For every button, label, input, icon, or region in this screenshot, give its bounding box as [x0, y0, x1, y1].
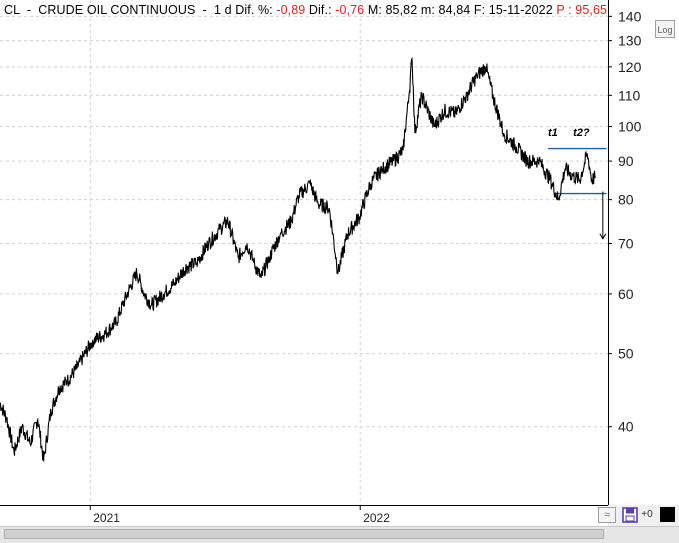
- annotation-label: t2?: [573, 127, 590, 139]
- min-label: m:: [420, 3, 435, 17]
- instrument-name: CRUDE OIL CONTINUOUS: [38, 3, 196, 17]
- grid-lines: [0, 0, 608, 505]
- dif-label: Dif.:: [308, 3, 332, 17]
- separator: -: [198, 3, 211, 17]
- min-value: 84,84: [438, 3, 471, 17]
- wave-icon[interactable]: ≈: [598, 507, 616, 523]
- target-arrow-head: [599, 233, 607, 240]
- y-tick-label: 90: [618, 153, 634, 169]
- symbol: CL: [4, 3, 20, 17]
- price-line: [0, 56, 596, 462]
- dif-pct-label: Dif. %:: [235, 3, 273, 17]
- x-tick-label: 2022: [363, 511, 390, 525]
- dif-pct-value: -0,89: [276, 3, 306, 17]
- price-value: 95,65: [575, 3, 608, 17]
- log-scale-button[interactable]: Log: [655, 20, 675, 38]
- y-tick-label: 120: [618, 59, 642, 75]
- x-tick-label: 2021: [93, 511, 120, 525]
- target-arrow: [599, 191, 607, 240]
- y-tick-label: 50: [618, 346, 634, 362]
- y-tick-label: 130: [618, 33, 642, 49]
- date-label: F:: [473, 3, 486, 17]
- price-axis[interactable]: [608, 0, 679, 505]
- plot-area[interactable]: [0, 0, 608, 505]
- split-icon[interactable]: +0: [641, 509, 653, 520]
- y-tick-label: 80: [618, 192, 634, 208]
- y-tick-label: 100: [618, 119, 642, 135]
- price-label: P :: [556, 3, 572, 17]
- x-tick-labels: 2021 2022: [89, 505, 390, 525]
- save-icon[interactable]: [622, 507, 638, 523]
- annotations: t1 t2?: [548, 127, 590, 139]
- y-tick-label: 60: [618, 286, 634, 302]
- y-tick-label: 70: [618, 235, 634, 251]
- y-tick-label: 40: [618, 419, 634, 435]
- level-lines: [548, 147, 607, 195]
- y-tick-label: 140: [618, 8, 642, 24]
- horizontal-scrollbar[interactable]: [4, 529, 604, 539]
- dif-value: -0,76: [335, 3, 365, 17]
- y-tick-label: 110: [618, 87, 641, 103]
- max-label: M:: [367, 3, 382, 17]
- max-value: 85,82: [385, 3, 418, 17]
- separator: -: [23, 3, 35, 17]
- chart-header: CL - CRUDE OIL CONTINUOUS - 1 d Dif. %: …: [4, 3, 607, 17]
- annotation-label: t1: [548, 127, 558, 139]
- time-axis[interactable]: [0, 505, 608, 526]
- y-tick-labels: 140 130 120 110 100 90 80 70 60 50 40: [608, 8, 642, 435]
- color-swatch[interactable]: [660, 507, 675, 522]
- date-value: 15-11-2022: [488, 3, 553, 17]
- interval: 1 d: [213, 3, 232, 17]
